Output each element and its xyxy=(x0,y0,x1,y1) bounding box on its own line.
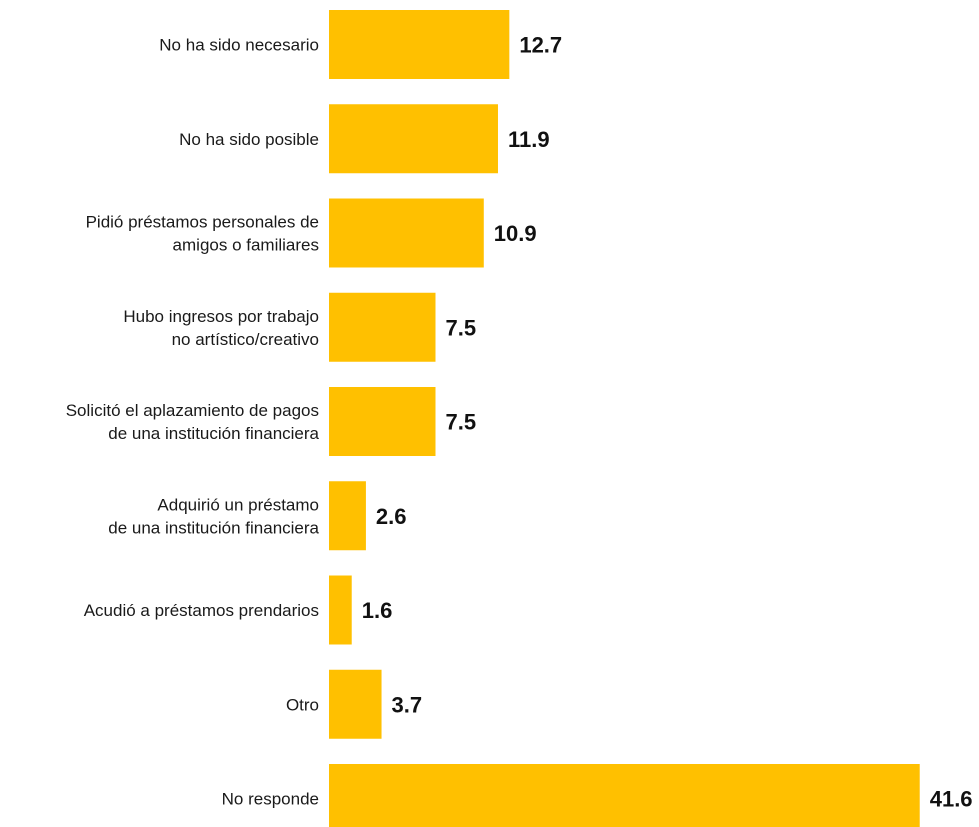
value-label-3: 7.5 xyxy=(446,315,477,340)
bar-0 xyxy=(329,10,510,79)
category-label-2-line-1: amigos o familiares xyxy=(173,236,319,255)
bar-6 xyxy=(329,575,352,645)
value-label-4: 7.5 xyxy=(446,410,477,435)
category-label-5-line-1: de una institución financiera xyxy=(108,518,319,537)
value-label-8: 41.6 xyxy=(930,787,973,812)
value-label-5: 2.6 xyxy=(376,504,407,529)
bar-7 xyxy=(329,669,382,739)
bar-1 xyxy=(329,104,498,174)
value-label-2: 10.9 xyxy=(494,221,537,246)
category-label-4-line-1: de una institución financiera xyxy=(108,424,319,443)
category-label-3-line-0: Hubo ingresos por trabajo xyxy=(123,307,319,326)
category-label-7: Otro xyxy=(286,695,319,714)
bar-5 xyxy=(329,481,366,551)
category-label-0: No ha sido necesario xyxy=(159,36,319,55)
value-label-6: 1.6 xyxy=(362,598,393,623)
bar-2 xyxy=(329,198,484,268)
category-label-8: No responde xyxy=(222,790,319,809)
category-label-4-line-0: Solicitó el aplazamiento de pagos xyxy=(66,401,319,420)
bar-8 xyxy=(329,764,920,827)
value-label-0: 12.7 xyxy=(519,33,562,58)
bar-4 xyxy=(329,387,436,456)
category-label-2-line-0: Pidió préstamos personales de xyxy=(86,213,319,232)
value-label-1: 11.9 xyxy=(508,127,550,152)
category-label-1: No ha sido posible xyxy=(179,130,319,149)
category-label-3-line-1: no artístico/creativo xyxy=(172,330,319,349)
category-label-5-line-0: Adquirió un préstamo xyxy=(157,495,319,514)
bar-3 xyxy=(329,292,436,362)
value-label-7: 3.7 xyxy=(392,692,423,717)
category-label-6: Acudió a préstamos prendarios xyxy=(84,601,319,620)
